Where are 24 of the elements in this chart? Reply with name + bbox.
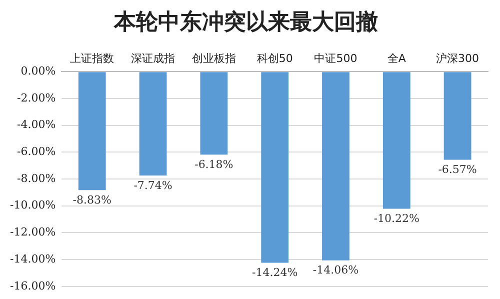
data-label: -6.18% (194, 158, 234, 171)
data-label: -7.74% (134, 178, 172, 192)
y-tick-label: -2.00% (16, 91, 56, 104)
x-tick-label: 创业板指 (192, 52, 236, 65)
data-label: -6.57% (438, 163, 477, 176)
data-label: -10.22% (374, 212, 420, 226)
x-tick-label: 科创50 (256, 52, 293, 65)
y-tick-label: -8.00% (16, 172, 56, 185)
y-tick-label: -4.00% (16, 118, 56, 132)
x-tick-label: 深证成指 (131, 52, 176, 65)
y-tick-label: -12.00% (10, 226, 56, 239)
x-tick-label: 中证500 (314, 52, 358, 65)
x-tick-label: 沪深300 (436, 52, 480, 65)
y-tick-label: 0.00% (20, 64, 56, 78)
x-tick-label: 上证指数 (70, 52, 114, 65)
y-tick-label: -10.00% (10, 198, 56, 212)
data-label: -8.83% (72, 194, 112, 206)
x-tick-label: 全A (387, 52, 406, 65)
data-label: -14.24% (252, 266, 298, 280)
y-tick-label: -6.00% (16, 145, 56, 158)
y-tick-label: -14.00% (10, 252, 56, 266)
chart-title: 本轮中东冲突以来最大回撤 (113, 8, 378, 35)
data-label: -14.06% (312, 264, 359, 277)
y-tick-label: -16.00% (10, 279, 56, 292)
